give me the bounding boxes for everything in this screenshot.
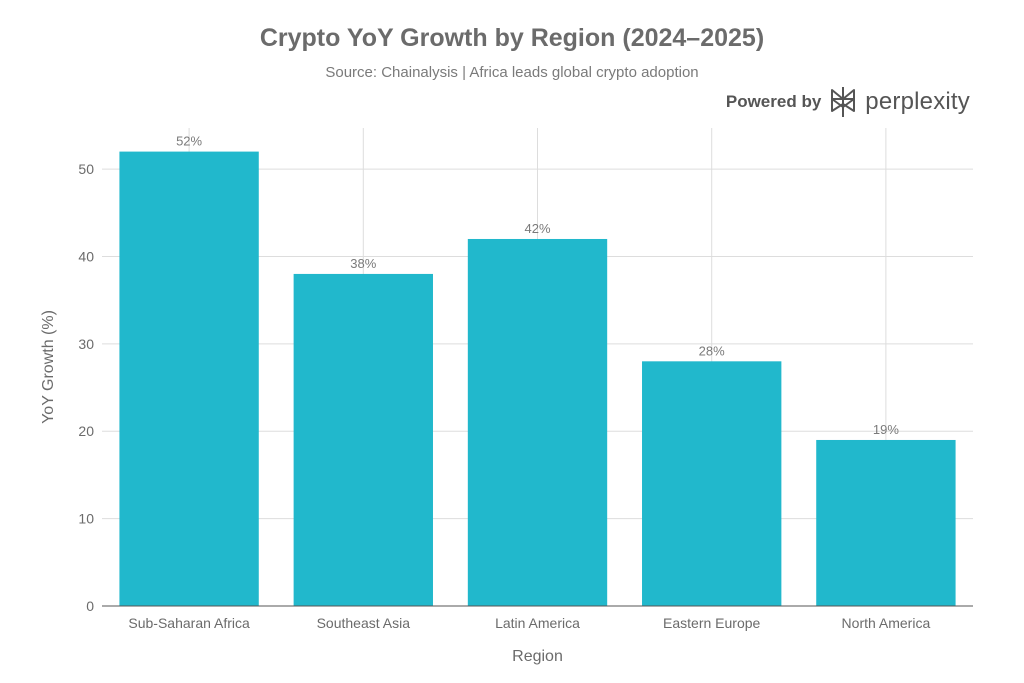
data-label: 38% [350, 256, 376, 271]
y-axis-title: YoY Growth (%) [40, 310, 57, 424]
x-axis-ticks: Sub-Saharan Africa Southeast Asia Latin Am… [128, 615, 930, 631]
x-tick-label: Eastern Europe [663, 615, 760, 631]
y-tick-label: 40 [78, 248, 94, 264]
powered-by-label: Powered by [725, 92, 822, 111]
bars [119, 151, 956, 606]
data-label: 19% [873, 422, 899, 437]
y-tick-label: 20 [78, 423, 94, 439]
data-label: 42% [524, 221, 550, 236]
y-tick-label: 30 [78, 336, 94, 352]
x-tick-label: Latin America [495, 615, 580, 631]
data-label: 28% [699, 343, 725, 358]
data-label: 52% [176, 134, 202, 149]
y-axis-ticks: 0 10 20 30 40 50 [78, 161, 94, 614]
bar[interactable] [642, 361, 782, 606]
data-labels: 52% 38% 42% 28% 19% [176, 134, 899, 437]
powered-by-badge[interactable]: Powered by perplexity [726, 86, 970, 118]
y-tick-label: 10 [78, 511, 94, 527]
x-tick-label: North America [842, 615, 931, 631]
bar[interactable] [816, 439, 956, 606]
bar[interactable] [119, 151, 259, 606]
perplexity-wordmark: perplexity [865, 88, 970, 115]
perplexity-logo-icon [831, 87, 856, 117]
y-tick-label: 50 [78, 161, 94, 177]
bar[interactable] [293, 273, 433, 606]
chart-subtitle: Source: Chainalysis | Africa leads globa… [325, 64, 699, 81]
bar[interactable] [467, 238, 608, 606]
x-tick-label: Sub-Saharan Africa [128, 615, 250, 631]
y-tick-label: 0 [86, 598, 94, 614]
x-axis-title: Region [512, 648, 563, 665]
x-tick-label: Southeast Asia [317, 615, 411, 631]
chart-title: Crypto YoY Growth by Region (2024–2025) [259, 24, 765, 52]
